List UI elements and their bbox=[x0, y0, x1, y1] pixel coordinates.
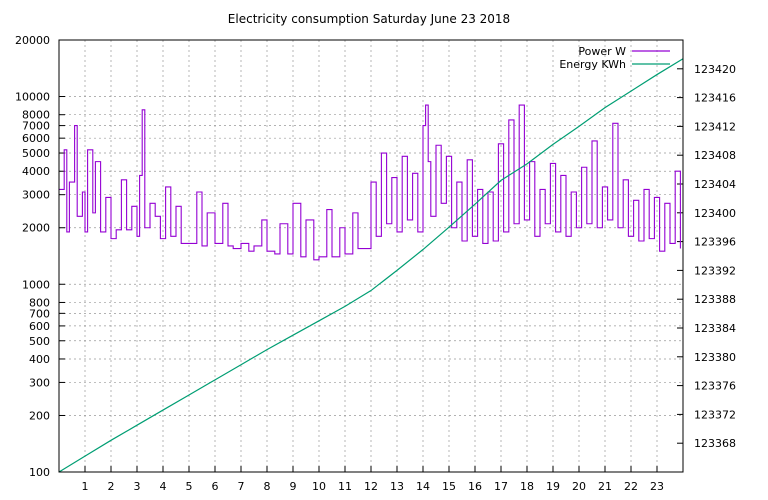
x-tick-label-3: 3 bbox=[134, 480, 141, 493]
y-tick-label-2000: 2000 bbox=[22, 222, 50, 235]
x-tick-label-5: 5 bbox=[186, 480, 193, 493]
y2-tick-label-123408: 123408 bbox=[694, 149, 736, 162]
x-tick-label-19: 19 bbox=[546, 480, 560, 493]
x-tick-label-16: 16 bbox=[468, 480, 482, 493]
y-tick-label-6000: 6000 bbox=[22, 132, 50, 145]
y2-tick-label-123392: 123392 bbox=[694, 264, 736, 277]
x-tick-label-23: 23 bbox=[650, 480, 664, 493]
y2-tick-label-123396: 123396 bbox=[694, 236, 736, 249]
y-tick-label-3000: 3000 bbox=[22, 189, 50, 202]
y-tick-label-400: 400 bbox=[29, 353, 50, 366]
x-tick-label-22: 22 bbox=[624, 480, 638, 493]
y2-tick-label-123412: 123412 bbox=[694, 120, 736, 133]
chart-title: Electricity consumption Saturday June 23… bbox=[228, 12, 510, 26]
x-tick-label-11: 11 bbox=[338, 480, 352, 493]
y-tick-label-800: 800 bbox=[29, 296, 50, 309]
x-tick-label-8: 8 bbox=[264, 480, 271, 493]
y-tick-label-300: 300 bbox=[29, 376, 50, 389]
y-tick-label-600: 600 bbox=[29, 320, 50, 333]
x-tick-label-6: 6 bbox=[212, 480, 219, 493]
x-tick-label-1: 1 bbox=[82, 480, 89, 493]
x-tick-label-15: 15 bbox=[442, 480, 456, 493]
y-tick-label-10000: 10000 bbox=[15, 91, 50, 104]
plot-frame bbox=[58, 39, 684, 473]
series-layer bbox=[58, 58, 684, 473]
y-tick-label-8000: 8000 bbox=[22, 109, 50, 122]
y2-tick-label-123368: 123368 bbox=[694, 437, 736, 450]
y2-tick-label-123404: 123404 bbox=[694, 178, 736, 191]
y2-tick-label-123400: 123400 bbox=[694, 207, 736, 220]
y-tick-label-7000: 7000 bbox=[22, 120, 50, 133]
series-power-line bbox=[59, 104, 681, 261]
x-tick-label-14: 14 bbox=[416, 480, 430, 493]
x-tick-label-2: 2 bbox=[108, 480, 115, 493]
y-tick-label-20000: 20000 bbox=[15, 34, 50, 47]
legend-label-energy: Energy KWh bbox=[559, 58, 626, 71]
y-tick-label-1000: 1000 bbox=[22, 278, 50, 291]
tick-layer: 1 2 3 4 5 6 7 8 9 10 11 12 13 14 15 16 17 18 19 20 21 22 23100… bbox=[15, 34, 736, 493]
y2-tick-label-123372: 123372 bbox=[694, 408, 736, 421]
x-tick-label-4: 4 bbox=[160, 480, 167, 493]
y-tick-label-500: 500 bbox=[29, 335, 50, 348]
x-tick-label-17: 17 bbox=[494, 480, 508, 493]
series-energy-line bbox=[58, 58, 684, 473]
y2-tick-label-123388: 123388 bbox=[694, 293, 736, 306]
y-tick-label-700: 700 bbox=[29, 307, 50, 320]
y-tick-label-100: 100 bbox=[29, 466, 50, 479]
y-tick-label-4000: 4000 bbox=[22, 165, 50, 178]
y2-tick-label-123380: 123380 bbox=[694, 351, 736, 364]
y-tick-label-200: 200 bbox=[29, 409, 50, 422]
x-tick-label-7: 7 bbox=[238, 480, 245, 493]
x-tick-label-21: 21 bbox=[598, 480, 612, 493]
y2-tick-label-123420: 123420 bbox=[694, 63, 736, 76]
y2-tick-label-123416: 123416 bbox=[694, 92, 736, 105]
x-tick-label-10: 10 bbox=[312, 480, 326, 493]
y2-tick-label-123376: 123376 bbox=[694, 380, 736, 393]
legend-label-power: Power W bbox=[578, 45, 626, 58]
grid-layer bbox=[59, 39, 683, 473]
x-tick-label-13: 13 bbox=[390, 480, 404, 493]
x-tick-label-12: 12 bbox=[364, 480, 378, 493]
legend: Power W Energy KWh bbox=[559, 45, 670, 71]
y2-tick-label-123384: 123384 bbox=[694, 322, 736, 335]
x-tick-label-18: 18 bbox=[520, 480, 534, 493]
x-tick-label-20: 20 bbox=[572, 480, 586, 493]
y-tick-label-5000: 5000 bbox=[22, 147, 50, 160]
x-tick-label-9: 9 bbox=[290, 480, 297, 493]
